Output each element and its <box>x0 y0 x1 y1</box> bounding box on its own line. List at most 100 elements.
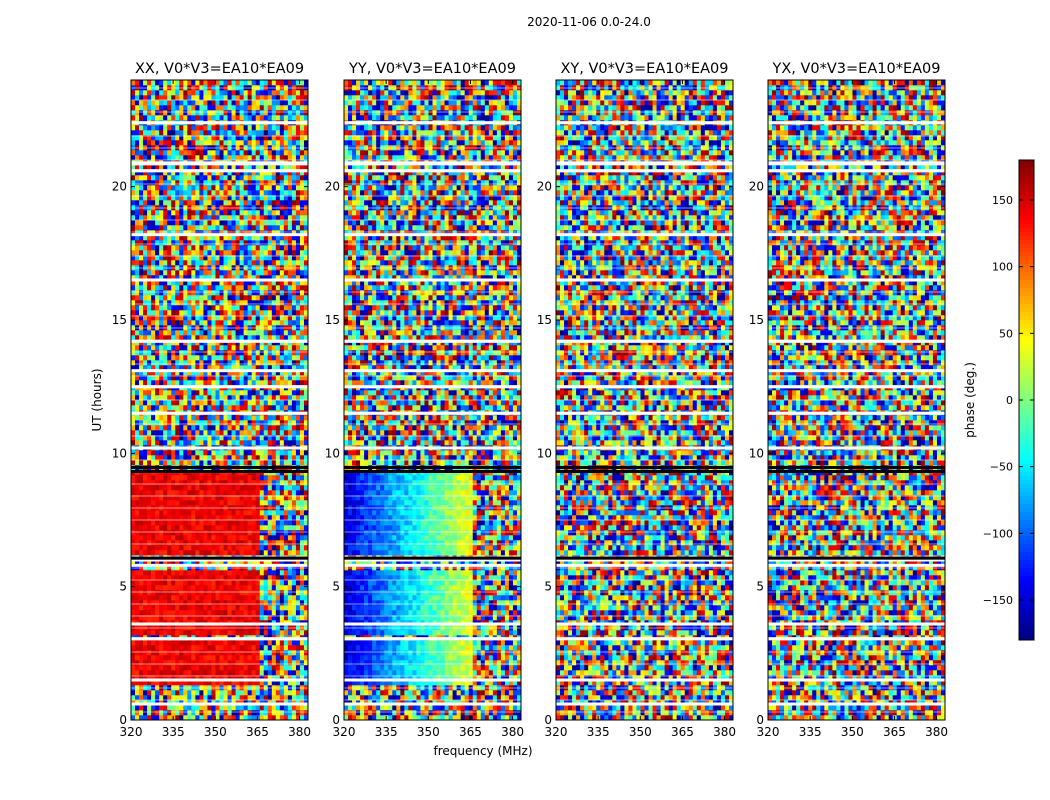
colorbar-segment <box>1019 292 1034 297</box>
x-tick-label: 320 <box>545 725 568 739</box>
colorbar-segment <box>1019 324 1034 329</box>
colorbar-segment <box>1019 184 1034 189</box>
y-tick-label: 5 <box>544 580 552 594</box>
colorbar-segment <box>1019 608 1034 613</box>
y-tick-label: 15 <box>537 313 552 327</box>
colorbar-segment <box>1019 444 1034 449</box>
colorbar-segment <box>1019 224 1034 229</box>
colorbar-segment <box>1019 512 1034 517</box>
colorbar-segment <box>1019 188 1034 193</box>
x-tick-label: 365 <box>246 725 269 739</box>
colorbar-segment <box>1019 632 1034 637</box>
x-tick-label: 365 <box>671 725 694 739</box>
colorbar-segment <box>1019 368 1034 373</box>
y-tick-label: 15 <box>325 313 340 327</box>
colorbar-segment <box>1019 356 1034 361</box>
x-tick-label: 320 <box>757 725 780 739</box>
colorbar-segment <box>1019 488 1034 493</box>
colorbar-label: phase (deg.) <box>963 362 977 438</box>
x-tick-label: 335 <box>162 725 185 739</box>
colorbar-segment <box>1019 316 1034 321</box>
colorbar-segment <box>1019 468 1034 473</box>
colorbar-segment <box>1019 180 1034 185</box>
colorbar-segment <box>1019 400 1034 405</box>
colorbar-segment <box>1019 312 1034 317</box>
colorbar-segment <box>1019 492 1034 497</box>
colorbar-segment <box>1019 340 1034 345</box>
colorbar-segment <box>1019 464 1034 469</box>
y-axis-label: UT (hours) <box>90 368 104 431</box>
colorbar-segment <box>1019 344 1034 349</box>
colorbar-segment <box>1019 564 1034 569</box>
x-tick-label: 335 <box>799 725 822 739</box>
y-tick-label: 20 <box>325 180 340 194</box>
phase-heatmap <box>131 80 308 720</box>
colorbar-segment <box>1019 348 1034 353</box>
y-tick-label: 10 <box>537 446 552 460</box>
colorbar-segment <box>1019 496 1034 501</box>
colorbar-segment <box>1019 392 1034 397</box>
colorbar-segment <box>1019 212 1034 217</box>
colorbar-segment <box>1019 208 1034 213</box>
colorbar-segment <box>1019 352 1034 357</box>
colorbar-segment <box>1019 516 1034 521</box>
y-tick-label: 5 <box>756 580 764 594</box>
colorbar-tick-label: 0 <box>1006 394 1013 407</box>
colorbar-segment <box>1019 624 1034 629</box>
colorbar-tick-label: −100 <box>983 527 1013 540</box>
x-tick-label: 350 <box>204 725 227 739</box>
colorbar-segment <box>1019 556 1034 561</box>
x-tick-label: 380 <box>713 725 736 739</box>
colorbar-segment <box>1019 480 1034 485</box>
colorbar-segment <box>1019 288 1034 293</box>
colorbar-segment <box>1019 440 1034 445</box>
colorbar-segment <box>1019 408 1034 413</box>
colorbar-segment <box>1019 252 1034 257</box>
colorbar-segment <box>1019 500 1034 505</box>
y-tick-label: 15 <box>112 313 127 327</box>
colorbar-segment <box>1019 416 1034 421</box>
colorbar-segment <box>1019 248 1034 253</box>
y-tick-label: 20 <box>537 180 552 194</box>
figure-suptitle: 2020-11-06 0.0-24.0 <box>527 15 651 29</box>
colorbar-segment <box>1019 172 1034 177</box>
colorbar-segment <box>1019 168 1034 173</box>
colorbar-segment <box>1019 256 1034 261</box>
x-tick-label: 350 <box>841 725 864 739</box>
colorbar-segment <box>1019 328 1034 333</box>
panel-title: XX, V0*V3=EA10*EA09 <box>135 61 304 77</box>
colorbar-segment <box>1019 568 1034 573</box>
colorbar-segment <box>1019 280 1034 285</box>
colorbar-segment <box>1019 540 1034 545</box>
colorbar-segment <box>1019 428 1034 433</box>
colorbar-segment <box>1019 476 1034 481</box>
colorbar-segment <box>1019 304 1034 309</box>
panel-3: XY, V0*V3=EA10*EA09 320 335 350 365 380 0 5 10 15… <box>537 61 736 739</box>
colorbar-segment <box>1019 612 1034 617</box>
x-axis-label: frequency (MHz) <box>433 744 532 758</box>
panel-title: YX, V0*V3=EA10*EA09 <box>771 61 940 77</box>
colorbar-segment <box>1019 600 1034 605</box>
colorbar-segment <box>1019 604 1034 609</box>
y-tick-label: 10 <box>749 446 764 460</box>
x-tick-label: 335 <box>587 725 610 739</box>
colorbar-segment <box>1019 544 1034 549</box>
colorbar-segment <box>1019 204 1034 209</box>
colorbar-segment <box>1019 296 1034 301</box>
colorbar-segment <box>1019 520 1034 525</box>
colorbar-segment <box>1019 432 1034 437</box>
y-tick-label: 5 <box>332 580 340 594</box>
colorbar-segment <box>1019 452 1034 457</box>
y-tick-label: 0 <box>756 713 764 727</box>
colorbar-tick-label: −150 <box>983 594 1013 607</box>
colorbar-segment <box>1019 616 1034 621</box>
colorbar-segment <box>1019 560 1034 565</box>
colorbar-segment <box>1019 420 1034 425</box>
colorbar-segment <box>1019 580 1034 585</box>
panel-4: YX, V0*V3=EA10*EA09 320 335 350 365 380 0 5 10 15… <box>749 61 948 739</box>
colorbar-segment <box>1019 456 1034 461</box>
colorbar-segment <box>1019 460 1034 465</box>
y-tick-label: 10 <box>325 446 340 460</box>
colorbar-segment <box>1019 628 1034 633</box>
